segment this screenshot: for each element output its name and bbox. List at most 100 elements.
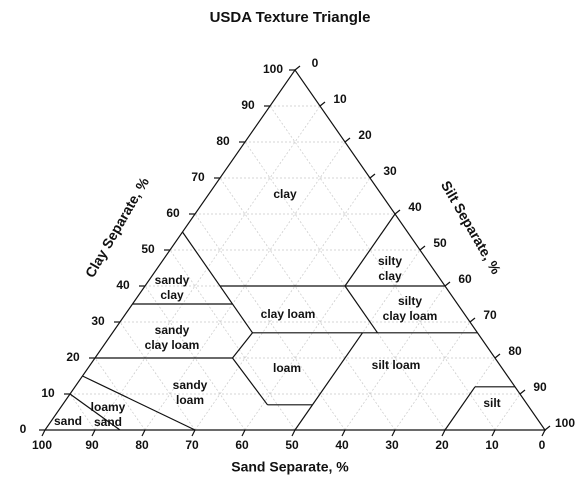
sand-axis-label: Sand Separate, % [231,459,349,475]
clay-tick-label: 40 [116,278,130,292]
tick-mark [191,429,196,437]
grid-line [94,357,146,431]
region-label: clay loam [145,338,200,352]
sand-tick-label: 40 [335,438,349,452]
clay-tick-label: 90 [241,98,255,112]
region-boundary [444,386,476,431]
grid-line [244,141,446,431]
region-label: clay loam [383,309,438,323]
region-boundary [69,393,121,431]
sand-tick-label: 50 [285,438,299,452]
region-label: clay [378,269,402,283]
sand-tick-label: 30 [385,438,399,452]
tick-mark [444,281,451,287]
tick-mark [241,429,246,437]
region-label: loamy [91,400,126,414]
grid-line [219,177,396,431]
region-boundary [344,213,396,287]
tick-mark [294,65,301,71]
clay-tick-label: 100 [263,62,283,76]
region-boundary [232,357,268,406]
region-label: loam [176,393,204,407]
region-boundary [182,231,253,334]
tick-mark [491,429,496,437]
clay-tick-label: 50 [141,242,155,256]
tick-mark [541,429,546,437]
silt-tick-label: 80 [508,344,522,358]
clay-tick-label: 60 [166,206,180,220]
region-label: sandy [155,273,190,287]
silt-tick-label: 0 [312,56,319,70]
region-boundary [294,332,363,431]
tick-mark [291,429,296,437]
sand-tick-label: 70 [185,438,199,452]
tick-mark [344,137,351,143]
silt-tick-label: 30 [383,164,397,178]
tick-mark [341,429,346,437]
title: USDA Texture Triangle [210,9,371,26]
region-label: sandy [173,378,208,392]
silt-axis-label: Silt Separate, % [438,178,505,277]
grid-line [194,177,371,431]
sand-tick-label: 0 [539,438,546,452]
sand-tick-label: 90 [85,438,99,452]
sand-tick-label: 80 [135,438,149,452]
region-label: silty [378,254,402,268]
region-label: sand [54,414,82,428]
sand-tick-label: 20 [435,438,449,452]
silt-tick-label: 50 [433,236,447,250]
grid-line [169,249,296,431]
grid-line [144,141,346,431]
region-boundary [82,375,196,431]
tick-mark [394,209,401,215]
clay-axis-label: Clay Separate, % [82,174,153,280]
tick-mark [469,317,476,323]
grid-line [394,321,471,431]
tick-mark [494,353,501,359]
silt-tick-label: 60 [458,272,472,286]
sand-tick-label: 10 [485,438,499,452]
sand-tick-label: 100 [32,438,52,452]
grid-line [144,285,246,431]
clay-tick-label: 10 [41,386,55,400]
sand-tick-label: 60 [235,438,249,452]
grid-line [119,321,196,431]
tick-mark [91,429,96,437]
region-label: silty [398,294,422,308]
region-label: clay [160,288,184,302]
silt-tick-label: 40 [408,200,422,214]
region-label: silt [483,396,500,410]
silt-tick-label: 100 [555,416,575,430]
silt-tick-label: 20 [358,128,372,142]
clay-tick-label: 30 [91,314,105,328]
region-boundary [344,285,378,334]
clay-tick-label: 20 [66,350,80,364]
clay-tick-label: 0 [20,422,27,436]
tick-mark [419,245,426,251]
region-boundary [232,332,253,359]
tick-mark [319,101,326,107]
tick-mark [544,425,551,431]
silt-tick-label: 70 [483,308,497,322]
clay-tick-label: 70 [191,170,205,184]
tick-mark [141,429,146,437]
region-label: sandy [155,323,190,337]
region-label: silt loam [372,358,421,372]
clay-tick-label: 80 [216,134,230,148]
tick-mark [369,173,376,179]
silt-tick-label: 90 [533,380,547,394]
grid-line [344,285,446,431]
region-label: clay [273,187,297,201]
tick-mark [391,429,396,437]
silt-tick-label: 10 [333,92,347,106]
grid-line [69,393,96,431]
grid-line [494,393,521,431]
tick-mark [519,389,526,395]
region-label: loam [273,361,301,375]
grid-line [444,357,496,431]
region-label: clay loam [261,307,316,321]
region-label: sand [94,415,122,429]
tick-mark [41,429,46,437]
tick-mark [441,429,446,437]
